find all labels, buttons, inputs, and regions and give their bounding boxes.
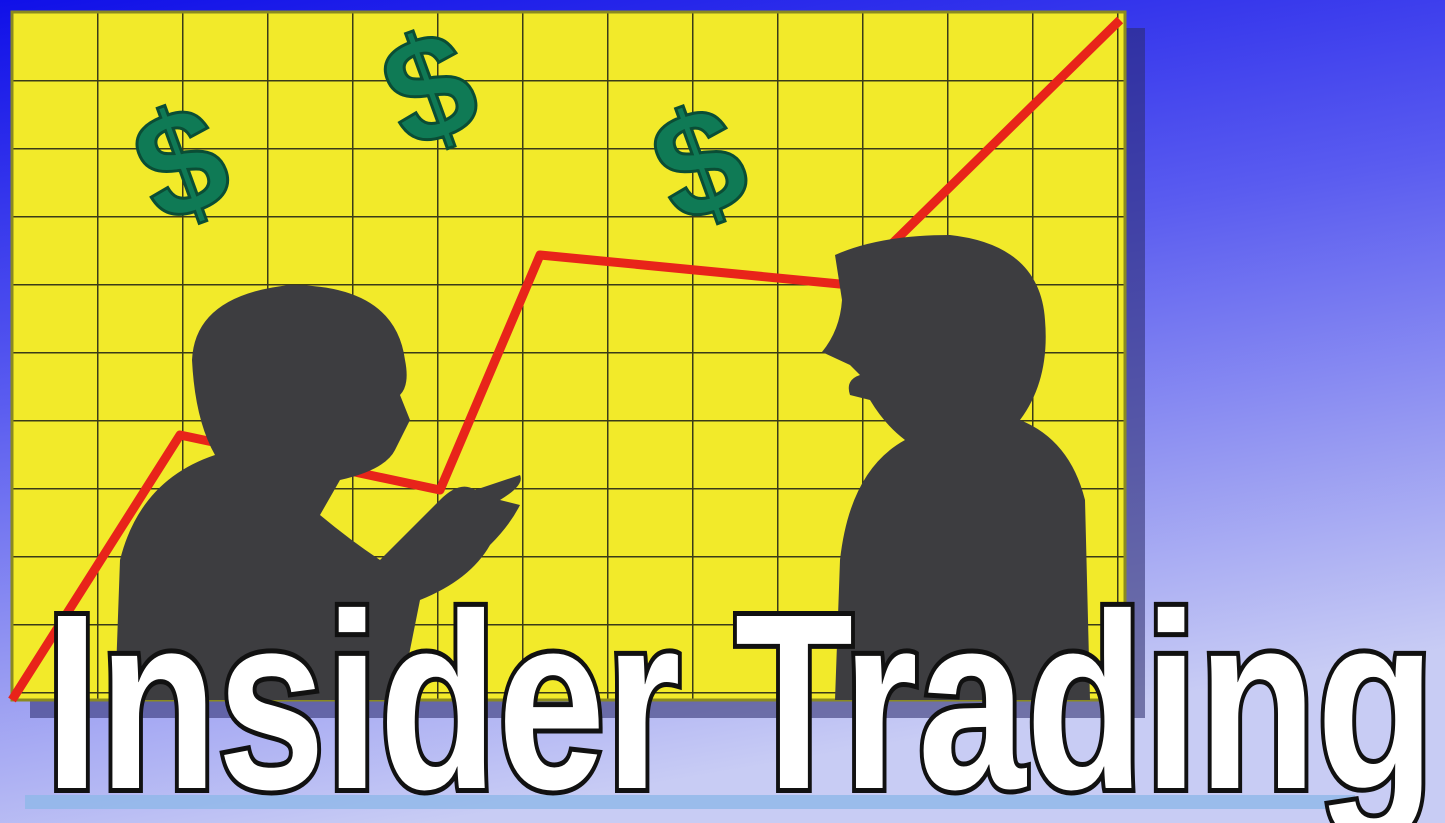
title-underline [25, 795, 1355, 809]
silhouette-right [822, 235, 1090, 700]
silhouette-left [115, 285, 521, 700]
title: Insider Trading [45, 562, 1435, 823]
